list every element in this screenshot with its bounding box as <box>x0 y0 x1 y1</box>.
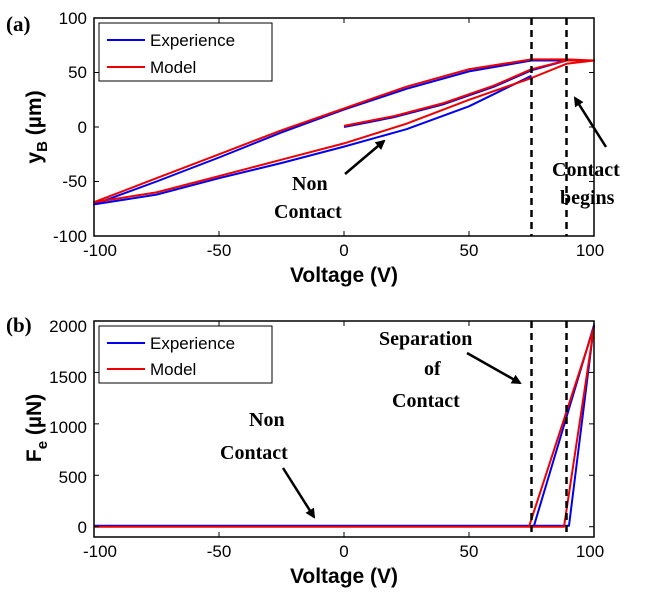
y-tick-label: 500 <box>59 468 87 487</box>
legend-box <box>98 22 273 82</box>
annotation-text: Non <box>292 173 328 195</box>
annotation-arrow <box>573 96 608 148</box>
legend-a: Experience Model <box>98 22 273 82</box>
annotation-arrow <box>281 467 316 519</box>
y-axis-label-subscript: e <box>34 441 51 449</box>
x-tick-label: 100 <box>576 241 604 260</box>
legend-label-model: Model <box>150 58 196 77</box>
vlines-a <box>530 18 568 236</box>
annotation-text: of <box>424 358 441 380</box>
y-axis-label-symbol: F <box>23 449 46 462</box>
x-tick-label: -100 <box>83 241 117 260</box>
panel-label-b: (b) <box>6 313 32 337</box>
vlines-b <box>530 321 568 537</box>
x-axis-label-b: Voltage (V) <box>290 565 398 588</box>
chart-panel-a: (a) 100 50 0 -50 -100 -100 -50 0 50 100 … <box>6 9 620 287</box>
x-tick-label: 100 <box>576 542 604 561</box>
annotation-text: Non <box>249 409 285 431</box>
y-axis-label-b: Fe (µN) <box>23 394 51 462</box>
y-tick-label: 0 <box>78 518 87 537</box>
y-tick-label: -50 <box>62 172 87 191</box>
x-tick-label: -100 <box>83 542 117 561</box>
x-tick-label: -50 <box>207 542 232 561</box>
series-line-experience <box>93 59 595 206</box>
chart-panel-b: (b) 2000 1500 1000 500 0 -100 -50 0 50 1… <box>6 313 604 588</box>
annotation-text: begins <box>560 187 615 209</box>
ticks-b <box>93 320 595 537</box>
y-tick-label: 50 <box>68 63 87 82</box>
y-axis-label-unit: (µm) <box>23 90 46 141</box>
panel-label-a: (a) <box>6 12 31 36</box>
x-tick-label: 50 <box>460 241 479 260</box>
y-tick-label: -100 <box>53 227 87 246</box>
legend-label-experience: Experience <box>150 334 235 353</box>
x-axis-label-a: Voltage (V) <box>290 264 398 287</box>
x-tick-label: 50 <box>460 542 479 561</box>
x-tick-label: 0 <box>339 241 348 260</box>
y-tick-label: 1000 <box>49 418 87 437</box>
annotation-text: Contact <box>552 159 620 181</box>
y-tick-label: 0 <box>78 118 87 137</box>
legend-box <box>98 325 273 384</box>
annotation-text: Contact <box>274 201 342 223</box>
y-tick-label: 100 <box>59 9 87 28</box>
y-tick-label: 2000 <box>49 317 87 336</box>
annotation-arrow <box>466 351 522 385</box>
y-axis-label-unit: (µN) <box>23 394 46 441</box>
annotation-text: Contact <box>220 442 288 464</box>
y-axis-label-subscript: B <box>34 141 51 152</box>
legend-b: Experience Model <box>98 325 273 384</box>
y-axis-label-symbol: y <box>23 152 46 164</box>
annotation-text: Separation <box>379 328 472 350</box>
legend-label-model: Model <box>150 360 196 379</box>
series-group-b <box>94 324 595 528</box>
x-tick-label: 0 <box>339 542 348 561</box>
legend-label-experience: Experience <box>150 31 235 50</box>
y-tick-label: 1500 <box>49 368 87 387</box>
series-line-model <box>94 326 595 528</box>
annotation-arrow <box>344 139 386 175</box>
ticks-a <box>93 17 595 237</box>
annotation-text: Contact <box>392 390 460 412</box>
y-axis-label-a: yB (µm) <box>23 90 51 163</box>
x-tick-label: -50 <box>207 241 232 260</box>
